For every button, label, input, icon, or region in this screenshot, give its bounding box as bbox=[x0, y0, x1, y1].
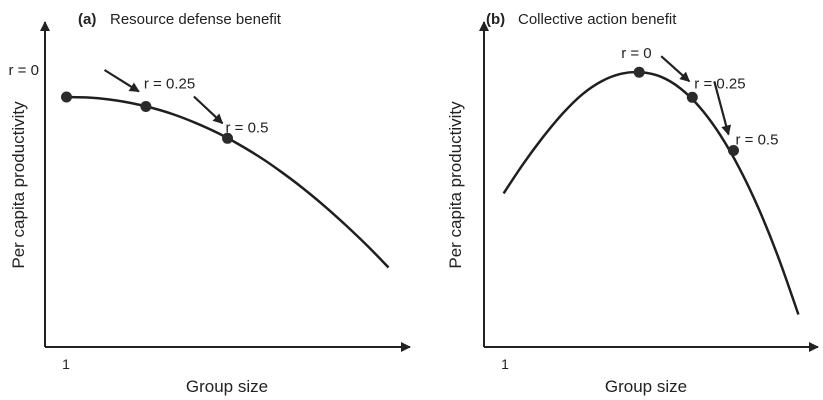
panel-a-point-2 bbox=[222, 132, 233, 144]
panel-b-title: Collective action benefit bbox=[518, 11, 677, 28]
panel-a-arrow-0 bbox=[103, 69, 140, 93]
panel-b-curve bbox=[502, 70, 800, 315]
panel-b-arrow-1 bbox=[713, 81, 732, 136]
panel-a-x-tick: 1 bbox=[62, 356, 70, 372]
panel-b-y-label: Per capita productivity bbox=[446, 101, 465, 269]
panel-a-title: Resource defense benefit bbox=[110, 11, 282, 28]
panel-a-marks: r = 0 r = 0.25 r = 0.5 bbox=[9, 62, 390, 269]
panel-b-point-label-2: r = 0.5 bbox=[736, 132, 779, 149]
panel-a: (a) Resource defense benefit Per capita … bbox=[9, 11, 411, 396]
panel-b-arrow-0 bbox=[660, 55, 691, 83]
panel-b-point-label-1: r = 0.25 bbox=[694, 75, 745, 92]
panel-b-tag: (b) bbox=[486, 11, 505, 28]
panel-b-point-1 bbox=[686, 91, 698, 103]
panel-a-point-label-0: r = 0 bbox=[9, 62, 39, 79]
panel-a-point-label-1: r = 0.25 bbox=[144, 76, 195, 93]
panel-a-y-label: Per capita productivity bbox=[9, 101, 28, 269]
panel-a-arrow-1 bbox=[193, 95, 224, 125]
panel-b-x-label: Group size bbox=[605, 377, 687, 396]
panel-b-point-2 bbox=[728, 145, 739, 156]
panel-b-point-0 bbox=[633, 66, 645, 78]
panel-b-marks: r = 0 r = 0.25 r = 0.5 bbox=[502, 45, 800, 315]
panel-b: (b) Collective action benefit Per capita… bbox=[446, 11, 819, 396]
panel-a-point-label-2: r = 0.5 bbox=[226, 119, 269, 136]
panel-b-x-tick: 1 bbox=[501, 356, 509, 372]
panel-a-point-0 bbox=[61, 91, 72, 103]
panel-a-tag: (a) bbox=[78, 11, 96, 28]
panel-b-point-label-0: r = 0 bbox=[621, 45, 651, 62]
panel-a-point-1 bbox=[140, 101, 152, 112]
panel-a-x-label: Group size bbox=[186, 377, 268, 396]
